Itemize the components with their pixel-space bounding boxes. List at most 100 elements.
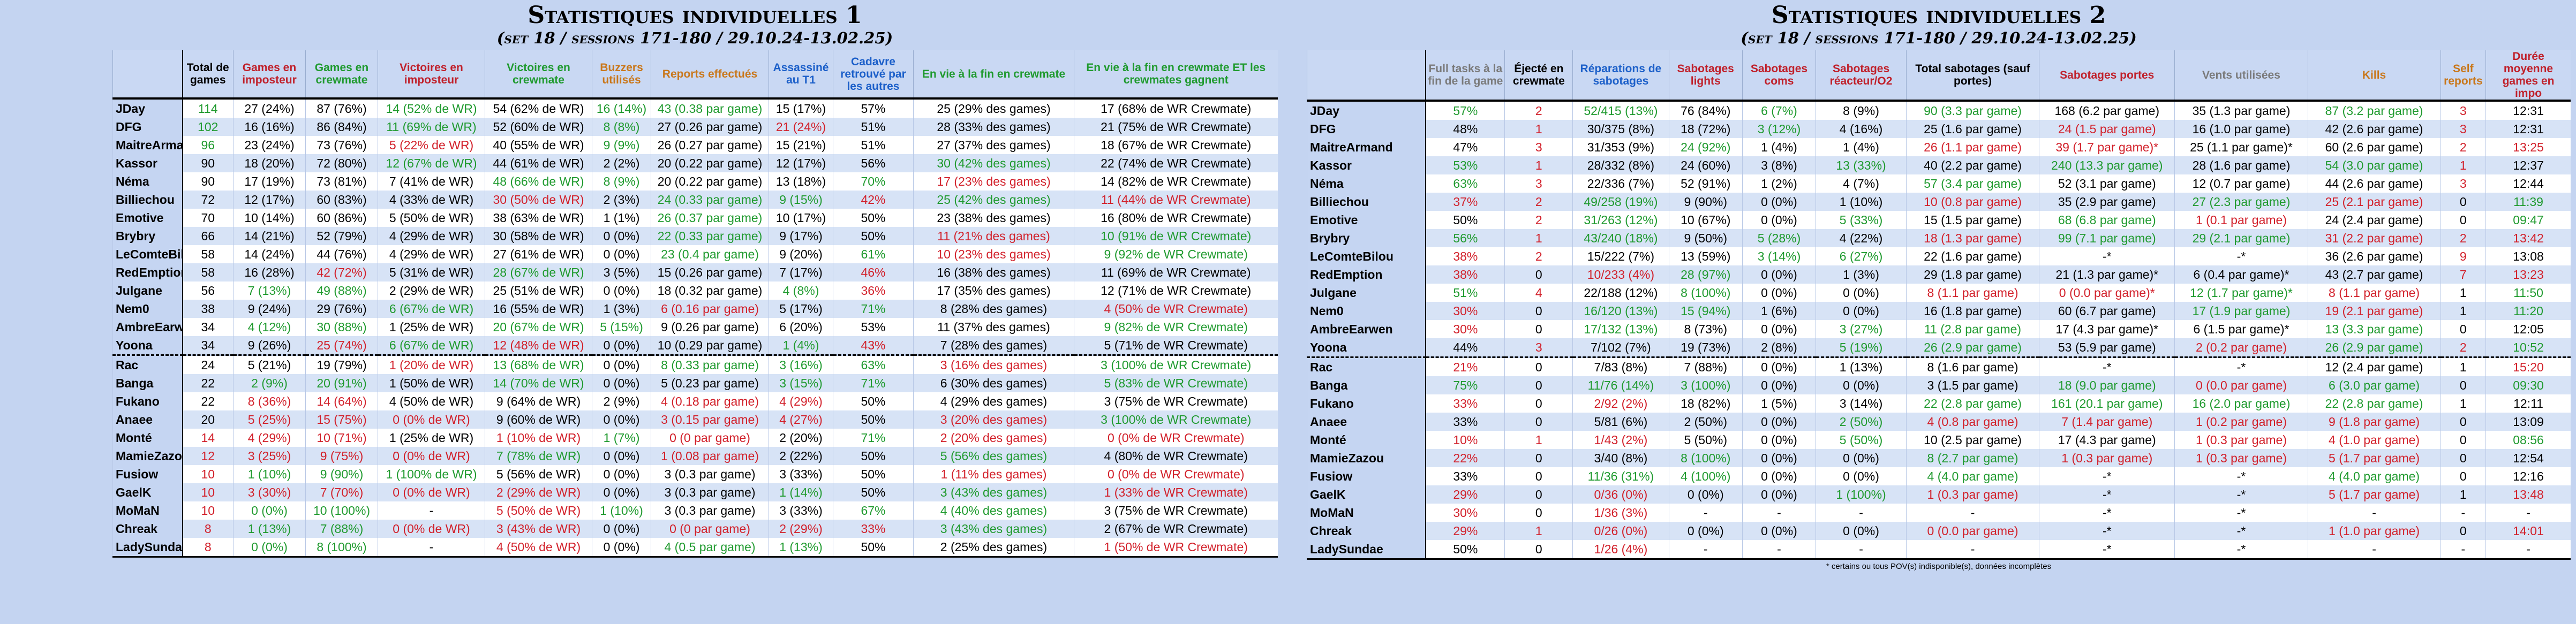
panel-title: Statistiques individuelles 2 [1771,2,2106,29]
player-name: Fukano [112,392,183,410]
table-cell: 20 (67% de WR) [485,318,592,336]
table-cell: 56% [833,154,914,172]
table-cell: 3 [1504,174,1573,193]
table-cell: 18 (20%) [233,154,306,172]
table-cell: 1 (13%) [1816,356,1907,376]
column-header: Sabotages lights [1668,50,1743,102]
table-cell: 102 [182,118,234,136]
table-cell: 13:42 [2485,229,2571,247]
table-cell: 4 (4.0 par game) [2307,467,2441,485]
table-cell: 0 (0%) [1742,356,1816,376]
table-cell: 24 (0.33 par game) [651,191,769,209]
table-cell: 10 (14%) [233,209,306,227]
table-cell: 0 [1504,394,1573,413]
table-cell: 22 [182,374,234,392]
table-cell: 3 (5%) [592,263,651,281]
table-cell: 1 [2440,356,2486,376]
table-cell: 39 (1.7 par game)* [2039,138,2175,156]
table-cell: 6 (3.0 par game) [2307,376,2441,394]
table-cell: 1 [1504,156,1573,174]
table-cell: 13 (68% de WR) [485,354,592,374]
column-header: En vie à la fin en crewmate [913,50,1074,100]
table-cell: 60 (83%) [305,191,378,209]
table-cell: 8 (73%) [1668,320,1743,338]
table-cell: 1 (0.3 par game) [2039,449,2175,467]
table-cell: 7/83 (8%) [1572,356,1669,376]
table-cell: 0 [1504,413,1573,431]
table-cell: 8 (8%) [592,118,651,136]
player-name: Chreak [1307,522,1427,540]
table-cell: 5 (31% de WR) [378,263,485,281]
table-cell: 0 (0%) [1742,485,1816,504]
player-name: Billiechou [112,191,183,209]
table-cell: 2 [1504,247,1573,265]
table-cell: 4 (1.0 par game) [2307,431,2441,449]
table-cell: 20 (0.22 par game) [651,154,769,172]
table-row: DFG 48% 1 30/375 (8%) 18 (72%) 3 (12%) 4 (16%)… [1307,120,2571,138]
table-cell: 14 (64%) [305,392,378,410]
table-cell: 38 (63% de WR) [485,209,592,227]
table-row: Banga 22 2 (9%) 20 (91%) 1 (50% de WR) 14 (70… [112,374,1278,392]
player-name: Brybry [1307,229,1427,247]
table-cell: 0 (0%) [1816,376,1907,394]
table-cell: 25 (2.1 par game) [2307,193,2441,211]
table-cell: 3 (0.3 par game) [651,483,769,501]
table-cell: 2 [2440,229,2486,247]
table-cell: 53% [1425,156,1505,174]
panel-title: Statistiques individuelles 1 [528,2,862,29]
table-cell: 42% [833,191,914,209]
table-row: Emotive 70 10 (14%) 60 (86%) 5 (50% de WR) 38… [112,209,1278,227]
table-cell: 161 (20.1 par game) [2039,394,2175,413]
table-cell: 38 [182,300,234,318]
player-name: MaitreArmand [112,136,183,154]
table-row: MoMaN 10 0 (0%) 10 (100%) -5 (50% de WR) 1 (1… [112,501,1278,520]
column-header: Reports effectués [651,50,769,100]
table-cell: 0 (0%) [592,245,651,263]
table-row: MaitreArmand9623 (24%)73 (76%)5 (22% de … [112,136,1278,154]
table-cell: 2 [1504,193,1573,211]
table-cell: 0 (0% de WR Crewmate) [1074,429,1278,447]
table-cell: 5 (1.7 par game) [2307,485,2441,504]
table-cell: 15 (94%) [1668,302,1743,320]
table-cell: 18 (9.0 par game) [2039,376,2175,394]
table-cell: - [1668,504,1743,522]
table-cell: 240 (13.3 par game) [2039,156,2175,174]
player-name: Yoona [112,336,183,355]
table-cell: 3 (15%) [769,374,833,392]
table-cell: 48 (66% de WR) [485,172,592,191]
table-cell: 3 (100% de WR Crewmate) [1074,354,1278,374]
column-header: Éjecté en crewmate [1504,50,1573,102]
table-cell: 3 (43% des games) [913,483,1074,501]
table-cell: 1 (0.3 par game) [2174,431,2308,449]
table-cell: - [1742,504,1816,522]
table-cell: 50% [833,538,914,557]
player-name: DFG [112,118,183,136]
table-cell: 1 (0.2 par game) [2174,413,2308,431]
table-cell: 7 (78% de WR) [485,447,592,465]
table-cell: - [2307,540,2441,559]
column-header: Sabotages portes [2039,50,2175,102]
table-cell: 0 (0%) [592,520,651,538]
table-row: Néma 63% 3 22/336 (7%) 52 (91%) 1 (2%) 4 (7%) 5… [1307,174,2571,193]
table-cell: 24 [182,354,234,374]
table-cell: 25 (51% de WR) [485,281,592,300]
table-cell: 1 (14%) [769,483,833,501]
table-cell: 1 (0.3 par game) [2174,449,2308,467]
table-cell: 2 (9%) [592,392,651,410]
table-cell: 33% [1425,467,1505,485]
table-cell: 2 (20% des games) [913,429,1074,447]
table-cell: 17/132 (13%) [1572,320,1669,338]
table-cell: 11:39 [2485,193,2571,211]
table-cell: 3 (43% de WR) [485,520,592,538]
table-cell: 0 (0% de WR) [378,520,485,538]
table-cell: 29% [1425,522,1505,540]
table-cell: 10 [182,483,234,501]
table-cell: 26 (0.27 par game) [651,136,769,154]
table-cell: 0 (0%) [1668,522,1743,540]
table-row: MoMaN 30% 0 1/36 (3%) - - - - -* -* - - - [1307,504,2571,522]
table-cell: 0 (0%) [592,227,651,245]
table-cell: 15 (0.26 par game) [651,263,769,281]
table-cell: 4 (0.8 par game) [1905,413,2039,431]
stats-table-2: Full tasks à la fin de la game Éjecté en … [1307,50,2571,560]
table-row: Rac 21% 0 7/83 (8%) 7 (88%) 0 (0%) 1 (13%) 8 (1… [1307,356,2571,376]
